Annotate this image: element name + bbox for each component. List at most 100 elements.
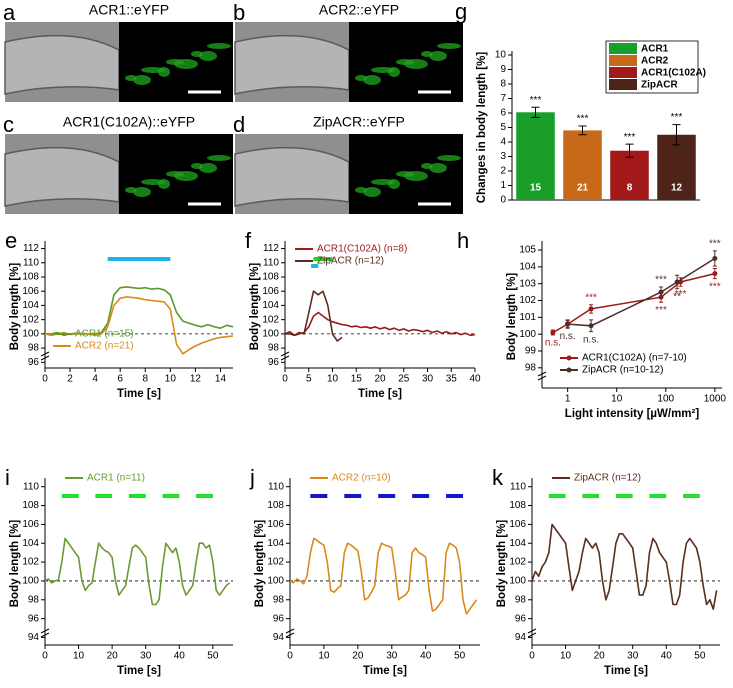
axis-break bbox=[537, 375, 547, 381]
bar bbox=[657, 134, 696, 200]
image-title: ACR2::eYFP bbox=[319, 2, 399, 18]
x-tick-label: 10 bbox=[165, 374, 177, 385]
panel-letter: i bbox=[5, 465, 10, 490]
axis-break bbox=[527, 632, 537, 638]
x-tick-label: 0 bbox=[529, 651, 535, 662]
data-point bbox=[712, 255, 718, 261]
significance: *** bbox=[709, 281, 721, 292]
error-bar bbox=[531, 106, 540, 118]
axis-break bbox=[40, 355, 50, 361]
fluorescence-spot bbox=[174, 171, 198, 181]
y-tick-label: 110 bbox=[263, 257, 279, 268]
fluorescence-spot bbox=[199, 51, 217, 61]
y-tick-label: 102 bbox=[267, 557, 284, 568]
y-tick-label: 99 bbox=[525, 346, 537, 357]
data-point bbox=[565, 321, 571, 327]
y-tick-label: 108 bbox=[22, 272, 39, 283]
axis-break bbox=[285, 628, 295, 634]
y-tick-label: 108 bbox=[267, 500, 284, 511]
y-tick-label: 98 bbox=[28, 343, 40, 354]
y-tick-label: 100 bbox=[519, 329, 536, 340]
y-axis-label: Changes in body length [%] bbox=[476, 52, 488, 204]
fluorescence-spot bbox=[363, 187, 381, 197]
y-tick-label: 104 bbox=[519, 262, 536, 273]
bar bbox=[516, 112, 555, 200]
trace bbox=[289, 537, 478, 615]
y-tick-label: 96 bbox=[515, 613, 527, 624]
bar bbox=[610, 150, 649, 200]
significance: *** bbox=[585, 292, 597, 303]
y-tick-label: 104 bbox=[22, 538, 39, 549]
y-tick-label: 6 bbox=[500, 108, 506, 119]
y-tick-label: 98 bbox=[525, 362, 537, 373]
worm-outline bbox=[234, 34, 350, 95]
x-tick-label: 25 bbox=[398, 374, 410, 385]
y-tick-label: 110 bbox=[510, 481, 526, 492]
fluorescence-spot bbox=[133, 75, 151, 85]
y-tick-label: 105 bbox=[519, 245, 536, 256]
y-axis-label: Body length [%] bbox=[254, 520, 266, 608]
x-axis-label: Light intensity [µW/mm²] bbox=[565, 408, 700, 420]
y-tick-label: 104 bbox=[509, 538, 526, 549]
significance: *** bbox=[624, 132, 636, 143]
y-axis-label: Body length [%] bbox=[9, 263, 21, 351]
x-tick-label: 10 bbox=[318, 651, 330, 662]
significance: n.s. bbox=[560, 331, 576, 342]
data-point bbox=[712, 271, 718, 277]
fluorescence-spot bbox=[207, 43, 231, 49]
y-tick-label: 4 bbox=[500, 137, 506, 148]
panel-letter: f bbox=[245, 228, 252, 253]
fluorescence-spot bbox=[437, 43, 461, 49]
x-axis-label: Time [s] bbox=[363, 665, 407, 677]
legend-label: ACR1 (n=15) bbox=[75, 329, 134, 340]
x-axis-label: Time [s] bbox=[117, 665, 161, 677]
legend-label: ZipACR (n=12) bbox=[317, 256, 384, 267]
x-tick-label: 10 bbox=[611, 394, 623, 405]
series-line bbox=[552, 272, 715, 334]
y-tick-label: 102 bbox=[509, 557, 526, 568]
x-tick-label: 35 bbox=[446, 374, 458, 385]
worm-outline bbox=[234, 146, 350, 207]
legend-marker bbox=[566, 367, 572, 373]
x-tick-label: 0 bbox=[42, 374, 48, 385]
x-tick-label: 40 bbox=[420, 651, 432, 662]
significance: *** bbox=[675, 289, 687, 300]
y-tick-label: 7 bbox=[500, 93, 506, 104]
x-tick-label: 4 bbox=[92, 374, 98, 385]
y-tick-label: 100 bbox=[22, 576, 39, 587]
fluorescence-spot bbox=[404, 171, 428, 181]
image-title: ZipACR::eYFP bbox=[313, 114, 405, 130]
panel-letter: a bbox=[3, 0, 16, 25]
trace bbox=[285, 290, 343, 342]
x-tick-label: 0 bbox=[287, 651, 293, 662]
fluorescence-spot bbox=[388, 179, 400, 189]
legend-label: ZipACR (n=12) bbox=[574, 473, 641, 484]
legend-label: ACR2 bbox=[641, 56, 669, 67]
sample-size: 12 bbox=[671, 183, 683, 194]
legend-swatch bbox=[609, 79, 637, 90]
fluorescence-spot bbox=[158, 67, 170, 77]
sample-size: 15 bbox=[530, 183, 542, 194]
x-axis-label: Time [s] bbox=[358, 388, 402, 400]
y-tick-label: 100 bbox=[22, 329, 39, 340]
y-tick-label: 106 bbox=[22, 286, 39, 297]
y-tick-label: 9 bbox=[500, 64, 506, 75]
significance: n.s. bbox=[583, 334, 599, 345]
fluorescence-spot bbox=[207, 155, 231, 161]
y-tick-label: 96 bbox=[28, 357, 40, 368]
worm-outline bbox=[4, 34, 120, 95]
y-tick-label: 112 bbox=[23, 243, 39, 254]
x-tick-label: 40 bbox=[174, 651, 186, 662]
legend-label: ACR1 bbox=[641, 44, 669, 55]
y-tick-label: 102 bbox=[22, 557, 39, 568]
legend-swatch bbox=[609, 67, 637, 78]
x-tick-label: 50 bbox=[454, 651, 466, 662]
legend-label: ZipACR (n=10-12) bbox=[582, 365, 663, 376]
fluorescence-spot bbox=[174, 59, 198, 69]
trace bbox=[44, 537, 231, 606]
y-tick-label: 100 bbox=[262, 329, 279, 340]
error-bar bbox=[672, 124, 681, 146]
y-tick-label: 94 bbox=[273, 632, 285, 643]
y-tick-label: 5 bbox=[500, 122, 506, 133]
